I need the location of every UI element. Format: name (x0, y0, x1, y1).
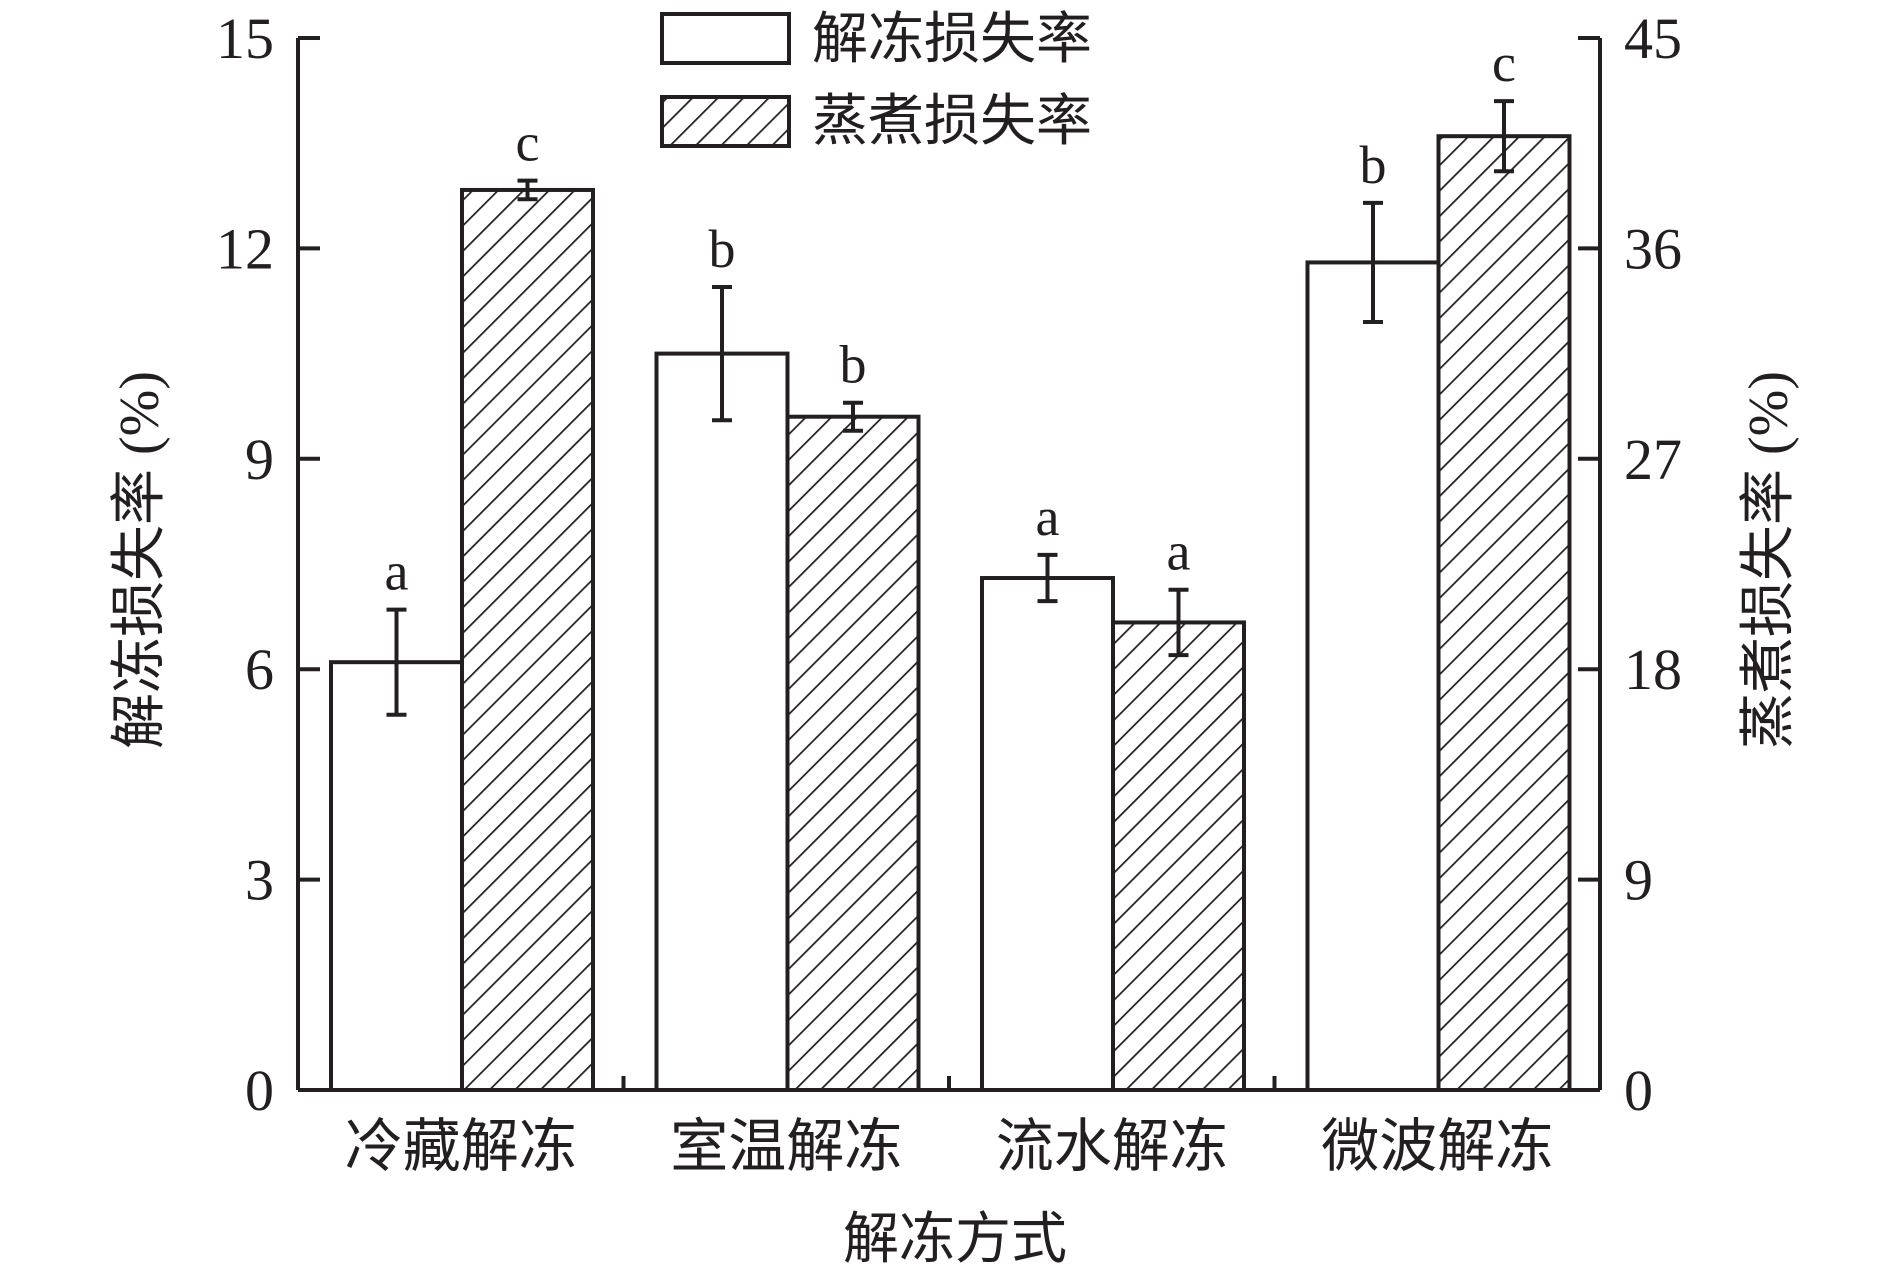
right-axis-title: 蒸煮损失率 (%) (1738, 371, 1800, 749)
bar-thaw-loss (1305, 260, 1441, 1092)
bar-cook-loss (1436, 134, 1572, 1093)
bar-thaw-loss (654, 351, 790, 1093)
left-tick-label: 12 (216, 216, 274, 281)
right-tick-label: 18 (1624, 637, 1682, 702)
significance-label: a (1167, 522, 1191, 582)
significance-label: b (709, 219, 736, 279)
category-label: 冷藏解冻 (345, 1114, 577, 1179)
significance-label: b (840, 335, 867, 395)
right-tick-label: 27 (1624, 427, 1682, 492)
right-tick-label: 45 (1624, 6, 1682, 71)
category-labels: 冷藏解冻 室温解冻 流水解冻 微波解冻 (345, 1114, 1554, 1179)
bar-cook-loss (460, 187, 595, 1092)
right-tick-label: 36 (1624, 216, 1682, 281)
right-tick-label: 9 (1624, 848, 1653, 913)
legend-label-cook-loss: 蒸煮损失率 (812, 91, 1092, 153)
significance-label: c (1492, 33, 1516, 93)
bar-thaw-loss (980, 576, 1115, 1092)
category-label: 微波解冻 (1321, 1114, 1553, 1179)
axes-group (296, 38, 1602, 1092)
left-axis-title: 解冻损失率 (%) (109, 371, 171, 749)
left-tick-label: 6 (245, 637, 274, 702)
bars-group: a c b b a a b c (329, 33, 1572, 1093)
significance-label: a (385, 542, 409, 602)
left-tick-label: 0 (245, 1058, 274, 1123)
right-axis-ticks: 0 9 18 27 36 45 (1578, 6, 1682, 1123)
legend: 解冻损失率 蒸煮损失率 (660, 9, 1092, 153)
left-tick-label: 9 (245, 427, 274, 492)
category-label: 流水解冻 (996, 1114, 1228, 1179)
category-label: 室温解冻 (670, 1114, 902, 1179)
left-tick-label: 3 (245, 848, 274, 913)
significance-label: c (516, 113, 540, 173)
bar-cook-loss (785, 414, 921, 1093)
x-axis-title: 解冻方式 (843, 1209, 1067, 1271)
legend-swatch-thaw-loss (660, 12, 791, 65)
bar-thaw-loss (329, 660, 464, 1092)
bar-cook-loss (1111, 620, 1246, 1092)
legend-swatch-cook-loss (660, 95, 791, 148)
significance-label: b (1360, 135, 1387, 195)
left-axis-ticks: 0 3 6 9 12 15 (216, 6, 320, 1123)
right-tick-label: 0 (1624, 1058, 1653, 1123)
legend-label-thaw-loss: 解冻损失率 (812, 9, 1092, 71)
left-tick-label: 15 (216, 6, 274, 71)
significance-label: a (1036, 487, 1060, 547)
